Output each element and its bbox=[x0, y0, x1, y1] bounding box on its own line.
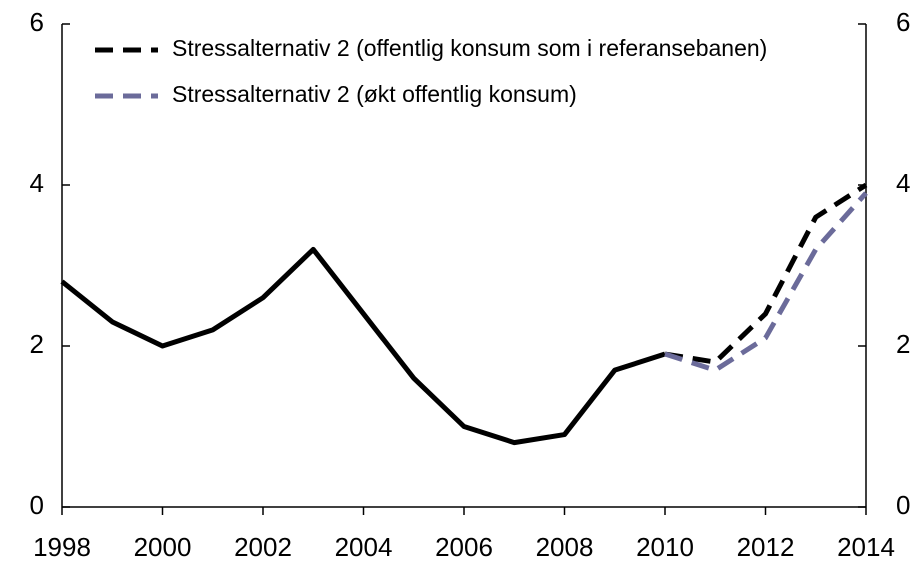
x-tick-label: 2000 bbox=[134, 532, 192, 562]
y2-tick-label: 4 bbox=[896, 168, 910, 198]
x-tick-label: 2010 bbox=[636, 532, 694, 562]
y2-tick-label: 0 bbox=[896, 490, 910, 520]
x-tick-label: 2002 bbox=[234, 532, 292, 562]
x-tick-label: 2014 bbox=[837, 532, 895, 562]
legend-label: Stressalternativ 2 (økt offentlig konsum… bbox=[172, 81, 577, 107]
y-tick-label: 6 bbox=[30, 7, 44, 37]
y-tick-label: 4 bbox=[30, 168, 44, 198]
x-tick-label: 2006 bbox=[435, 532, 493, 562]
x-tick-label: 1998 bbox=[33, 532, 91, 562]
series-line bbox=[60, 246, 666, 446]
x-tick-label: 2004 bbox=[335, 532, 393, 562]
legend-label: Stressalternativ 2 (offentlig konsum som… bbox=[172, 35, 767, 61]
y-tick-label: 2 bbox=[30, 329, 44, 359]
y-tick-label: 0 bbox=[30, 490, 44, 520]
series-line bbox=[664, 182, 868, 365]
y2-tick-label: 2 bbox=[896, 329, 910, 359]
x-tick-label: 2008 bbox=[536, 532, 594, 562]
x-tick-label: 2012 bbox=[737, 532, 795, 562]
series-line bbox=[664, 191, 868, 373]
y2-tick-label: 6 bbox=[896, 7, 910, 37]
